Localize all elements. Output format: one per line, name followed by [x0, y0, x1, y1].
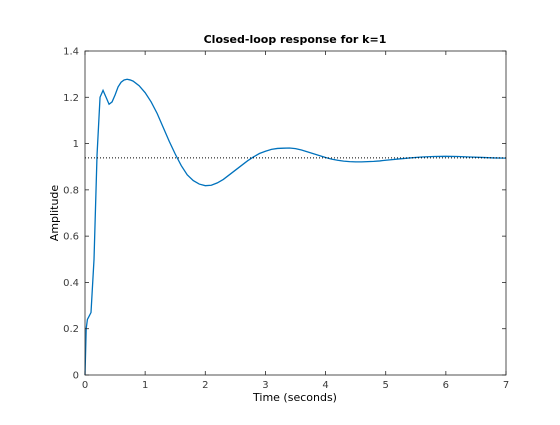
y-tick-label: 0.8	[63, 185, 79, 196]
x-tick-label: 6	[443, 380, 449, 391]
y-tick-label: 1.2	[63, 93, 79, 104]
x-axis-label: Time (seconds)	[252, 391, 337, 404]
x-tick-label: 2	[202, 380, 208, 391]
x-tick-label: 0	[82, 380, 88, 391]
y-tick-label: 0	[73, 371, 79, 382]
response-line	[84, 78, 507, 376]
y-tick-label: 0.6	[63, 232, 79, 243]
x-tick-label: 3	[262, 380, 268, 391]
y-axis-label: Amplitude	[48, 185, 61, 242]
y-tick-label: 1.4	[63, 47, 79, 58]
chart-title: Closed-loop response for k=1	[204, 33, 387, 46]
x-tick-label: 7	[503, 380, 509, 391]
y-tick-label: 1	[73, 139, 79, 150]
axes-box	[84, 50, 507, 376]
plot-area	[85, 51, 506, 375]
axes-layer: 0 1 2 3 4 5 6 7 0 0.2 0.4 0.6 0.8 1 1.2 1.4	[63, 47, 509, 392]
y-tick-label: 0.2	[63, 324, 79, 335]
x-tick-label: 5	[383, 380, 389, 391]
x-tick-label: 4	[322, 380, 328, 391]
x-tick-label: 1	[142, 380, 148, 391]
y-tick-label: 0.4	[63, 278, 79, 289]
series-layer	[84, 78, 507, 376]
